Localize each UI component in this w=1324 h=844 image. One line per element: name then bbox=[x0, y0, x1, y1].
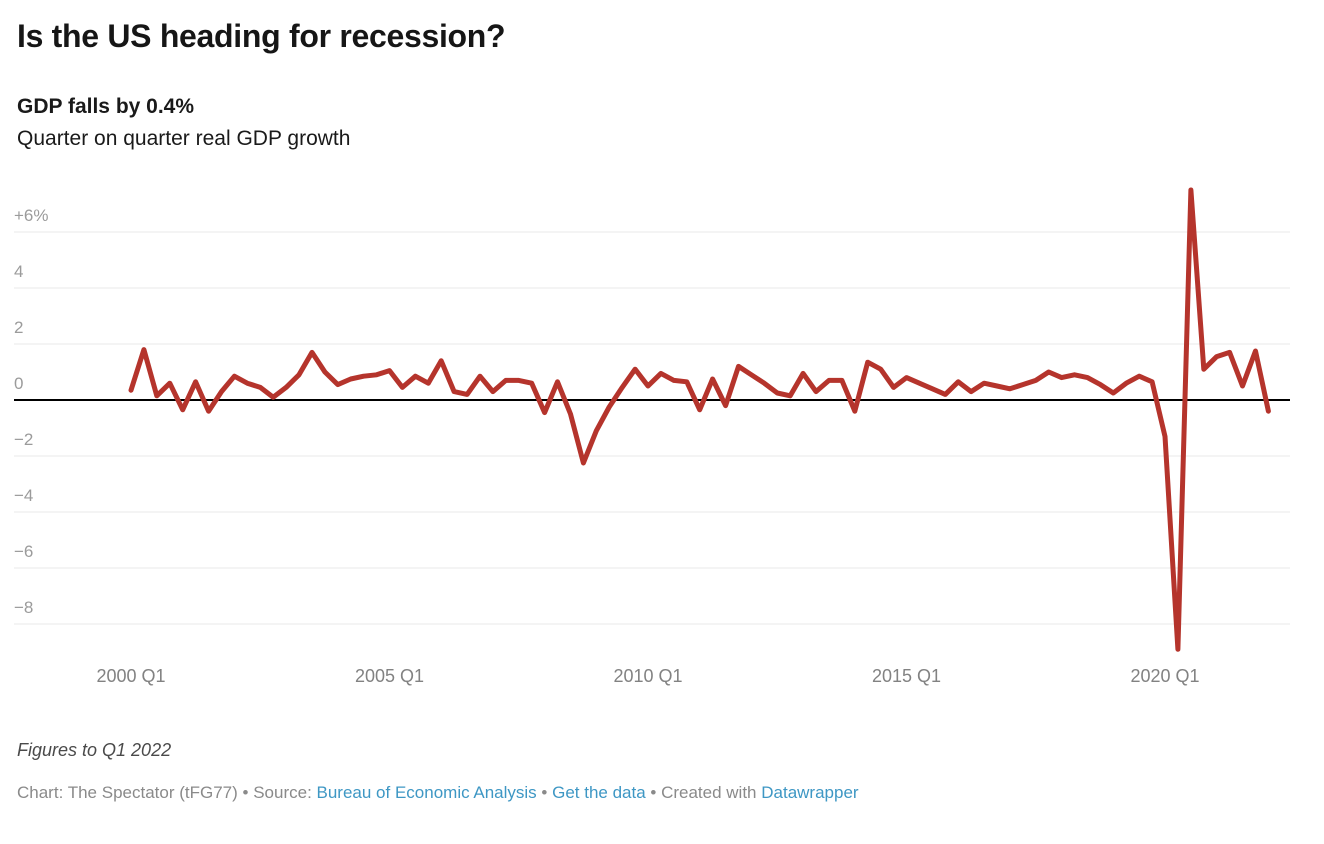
x-axis-label: 2005 Q1 bbox=[355, 666, 424, 686]
x-axis-label: 2020 Q1 bbox=[1130, 666, 1199, 686]
byline-created-with: Created with bbox=[661, 783, 762, 802]
chart-footnote: Figures to Q1 2022 bbox=[17, 740, 172, 760]
y-axis-label: −8 bbox=[14, 598, 33, 617]
byline-separator: • bbox=[237, 783, 254, 802]
get-the-data-link[interactable]: Get the data bbox=[552, 783, 646, 802]
x-axis-label: 2000 Q1 bbox=[96, 666, 165, 686]
byline-chart-label: Chart: bbox=[17, 783, 68, 802]
byline-author: The Spectator (tFG77) bbox=[67, 783, 238, 802]
source-link[interactable]: Bureau of Economic Analysis bbox=[316, 783, 537, 802]
datawrapper-link[interactable]: Datawrapper bbox=[761, 783, 859, 802]
chart-byline: Chart: The Spectator (tFG77) • Source: B… bbox=[17, 783, 1317, 803]
gdp-line-chart: +6% 4 2 0 −2 −4 −6 −8 2000 Q1 2005 Q1 2010 Q1 2015 … bbox=[0, 180, 1324, 710]
y-axis-label: 0 bbox=[14, 374, 23, 393]
gdp-growth-line[interactable] bbox=[128, 187, 1271, 652]
chart-subtitle: Quarter on quarter real GDP growth bbox=[17, 127, 351, 150]
byline-separator: • bbox=[536, 783, 553, 802]
byline-separator: • bbox=[645, 783, 662, 802]
byline-source-label: Source: bbox=[253, 783, 317, 802]
x-axis-label: 2010 Q1 bbox=[613, 666, 682, 686]
y-axis-label: +6% bbox=[14, 206, 49, 225]
y-axis-label: 4 bbox=[14, 262, 23, 281]
x-axis-label: 2015 Q1 bbox=[872, 666, 941, 686]
y-axis-label: 2 bbox=[14, 318, 23, 337]
y-axis-label: −4 bbox=[14, 486, 33, 505]
y-axis-label: −6 bbox=[14, 542, 33, 561]
chart-canvas: +6% 4 2 0 −2 −4 −6 −8 2000 Q1 2005 Q1 2010 Q1 2015 … bbox=[14, 187, 1290, 686]
chart-subtitle-bold: GDP falls by 0.4% bbox=[17, 95, 195, 118]
y-axis-label: −2 bbox=[14, 430, 33, 449]
page-title: Is the US heading for recession? bbox=[17, 18, 506, 54]
